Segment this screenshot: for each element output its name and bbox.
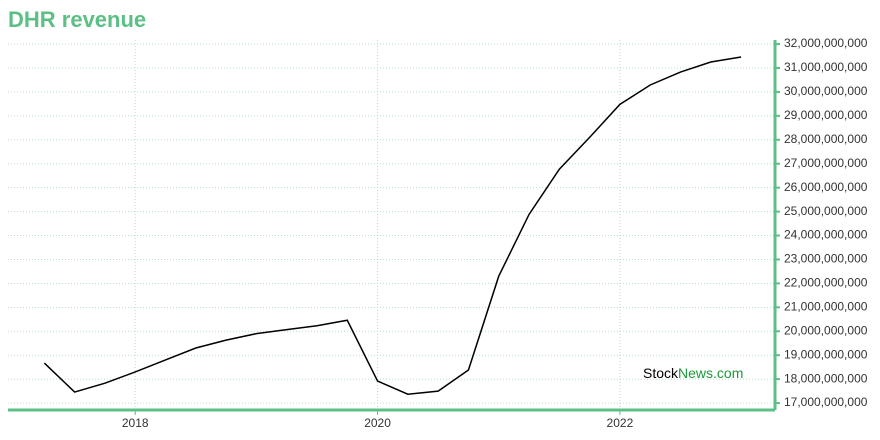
y-tick-label: 18,000,000,000 [784, 371, 868, 385]
y-tick-label: 22,000,000,000 [784, 276, 868, 290]
x-tick-label: 2020 [364, 416, 391, 430]
y-tick-label: 29,000,000,000 [784, 108, 868, 122]
y-tick-label: 19,000,000,000 [784, 347, 868, 361]
y-tick-label: 32,000,000,000 [784, 36, 868, 50]
y-tick-label: 21,000,000,000 [784, 300, 868, 314]
y-tick-label: 24,000,000,000 [784, 228, 868, 242]
y-tick-label: 26,000,000,000 [784, 180, 868, 194]
watermark-part: Stock [643, 365, 679, 381]
watermark-part: News.com [678, 365, 743, 381]
x-tick-label: 2022 [607, 416, 634, 430]
watermark: StockNews.com [643, 365, 743, 381]
y-tick-label: 28,000,000,000 [784, 132, 868, 146]
y-tick-label: 31,000,000,000 [784, 60, 868, 74]
x-tick-label: 2018 [122, 416, 149, 430]
line [43, 56, 742, 395]
y-tick-label: 17,000,000,000 [784, 395, 868, 409]
y-tick-label: 30,000,000,000 [784, 84, 868, 98]
y-tick-label: 27,000,000,000 [784, 156, 868, 170]
y-tick-label: 20,000,000,000 [784, 323, 868, 337]
chart-title: DHR revenue [8, 7, 146, 32]
y-tick-label: 25,000,000,000 [784, 204, 868, 218]
y-tick-label: 23,000,000,000 [784, 252, 868, 266]
